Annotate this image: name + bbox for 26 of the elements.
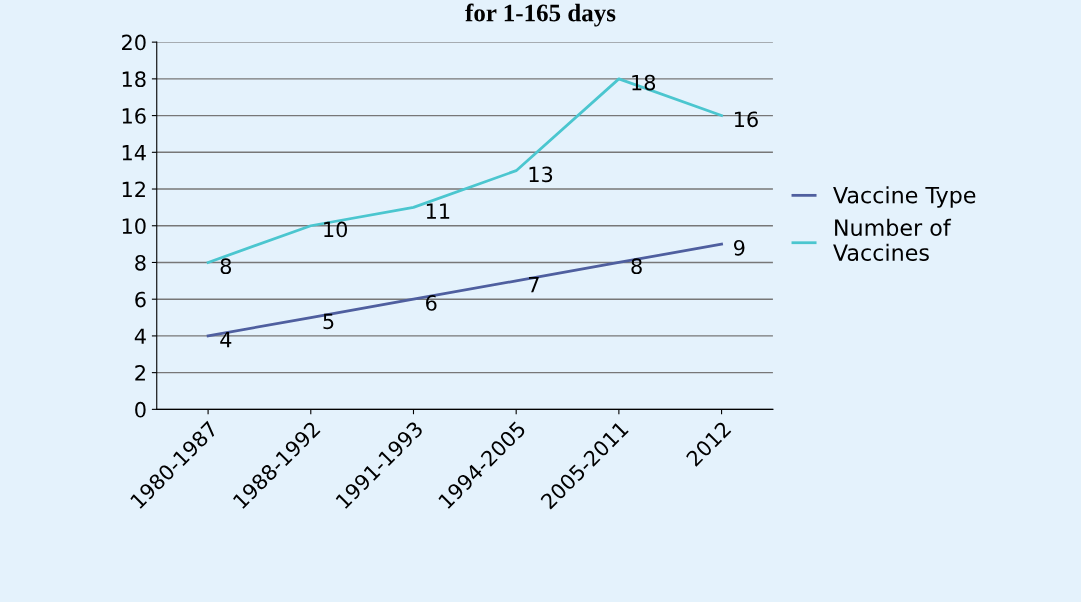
y-tick-label: 4 [134,328,146,344]
legend-label: Vaccine Type [833,186,976,208]
data-label: 8 [220,258,232,275]
data-label: 6 [426,295,437,311]
data-label: 5 [323,313,334,330]
y-tick-label: 16 [122,108,146,124]
y-tick-label: 2 [135,365,145,381]
y-tick-label: 12 [122,181,145,197]
data-label: 8 [631,258,642,275]
data-label: 11 [426,203,450,219]
data-label: 7 [529,276,539,293]
legend-label: Number of Vaccines [833,218,952,261]
data-label: 4 [220,332,232,348]
y-tick-label: 14 [122,145,146,161]
y-tick-label: 20 [122,34,146,51]
y-tick-label: 8 [135,254,146,271]
y-tick-label: 18 [122,71,146,88]
data-label: 10 [324,221,348,238]
chart-title: for 1-165 days [465,3,616,27]
y-tick-label: 10 [122,218,146,234]
y-tick-label: 0 [135,401,146,418]
data-label: 16 [734,111,758,128]
data-label: 18 [632,74,656,91]
data-label: 13 [529,166,553,183]
data-label: 9 [733,239,745,256]
y-tick-label: 6 [135,291,146,308]
